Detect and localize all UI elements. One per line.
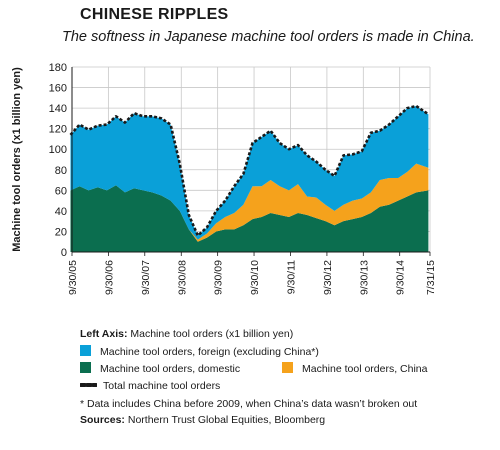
sources-bold: Sources: [80, 414, 125, 426]
legend-foreign-label: Machine tool orders, foreign (excluding … [100, 346, 319, 358]
y-tick-label: 80 [55, 165, 67, 177]
legend-row-domestic: Machine tool orders, domestic Machine to… [80, 362, 490, 379]
axes [71, 67, 431, 256]
y-tick-label: 20 [55, 226, 67, 238]
legend-china-label: Machine tool orders, China [302, 363, 428, 375]
china-swatch [282, 362, 293, 373]
x-tick-label: 9/30/10 [249, 260, 261, 295]
y-axis-label: Machine tool orders (x1 billion yen) [11, 67, 23, 252]
chart-title: CHINESE RIPPLES [80, 6, 229, 23]
left-axis-text: Machine tool orders (x1 billion yen) [130, 328, 294, 340]
x-tick-label: 9/30/12 [322, 260, 334, 295]
foreign-swatch [80, 345, 91, 356]
footnote: * Data includes China before 2009, when … [80, 398, 418, 410]
total-dash-swatch [80, 383, 97, 387]
left-axis-note: Left Axis: Machine tool orders (x1 billi… [80, 327, 490, 341]
legend-row-total: Total machine tool orders [80, 379, 490, 396]
legend-item-china: Machine tool orders, China [282, 362, 427, 376]
legend-item-foreign: Machine tool orders, foreign (excluding … [80, 345, 319, 359]
domestic-area [70, 185, 429, 252]
x-tick-label: 9/30/14 [395, 260, 407, 295]
legend-domestic-label: Machine tool orders, domestic [100, 363, 241, 375]
axis-labels: 0 20 40 60 80 100 120 140 160 180 9/30/05 9/30/06 9/… [49, 62, 437, 295]
y-tick-label: 0 [61, 247, 67, 259]
china-area [70, 163, 429, 242]
domestic-swatch [80, 362, 91, 373]
y-tick-label: 40 [55, 206, 67, 218]
x-tick-label: 9/30/07 [140, 260, 152, 295]
sources-text: Northern Trust Global Equities, Bloomber… [127, 414, 326, 426]
x-tick-label: 9/30/09 [213, 260, 225, 295]
x-tick-label: 9/30/06 [103, 260, 115, 295]
legend-row-foreign: Machine tool orders, foreign (excluding … [80, 345, 490, 362]
x-tick-label: 9/30/13 [358, 260, 370, 295]
total-line [69, 104, 430, 237]
x-tick-label: 9/30/08 [176, 260, 188, 295]
foreign-area [70, 106, 429, 240]
total-orders-line [69, 104, 430, 237]
y-tick-label: 160 [49, 83, 67, 95]
sources: Sources: Northern Trust Global Equities,… [80, 413, 490, 427]
legend-item-total: Total machine tool orders [80, 379, 220, 393]
y-tick-label: 60 [55, 185, 67, 197]
y-tick-label: 120 [49, 124, 67, 136]
legend-item-domestic: Machine tool orders, domestic [80, 362, 240, 376]
y-tick-label: 180 [49, 62, 67, 74]
y-tick-label: 140 [49, 103, 67, 115]
legend: Left Axis: Machine tool orders (x1 billi… [80, 327, 490, 427]
x-tick-label: 9/30/11 [285, 260, 297, 294]
stacked-areas [70, 106, 429, 252]
left-axis-bold: Left Axis: [80, 328, 128, 340]
y-tick-label: 100 [49, 144, 67, 156]
legend-total-label: Total machine tool orders [103, 380, 221, 392]
x-tick-label: 7/31/15 [425, 260, 437, 295]
chart-area: 0 20 40 60 80 100 120 140 160 180 9/30/05 9/30/06 9/… [11, 62, 437, 295]
chart-subtitle: The softness in Japanese machine tool or… [62, 29, 475, 45]
x-tick-label: 9/30/05 [67, 260, 79, 295]
